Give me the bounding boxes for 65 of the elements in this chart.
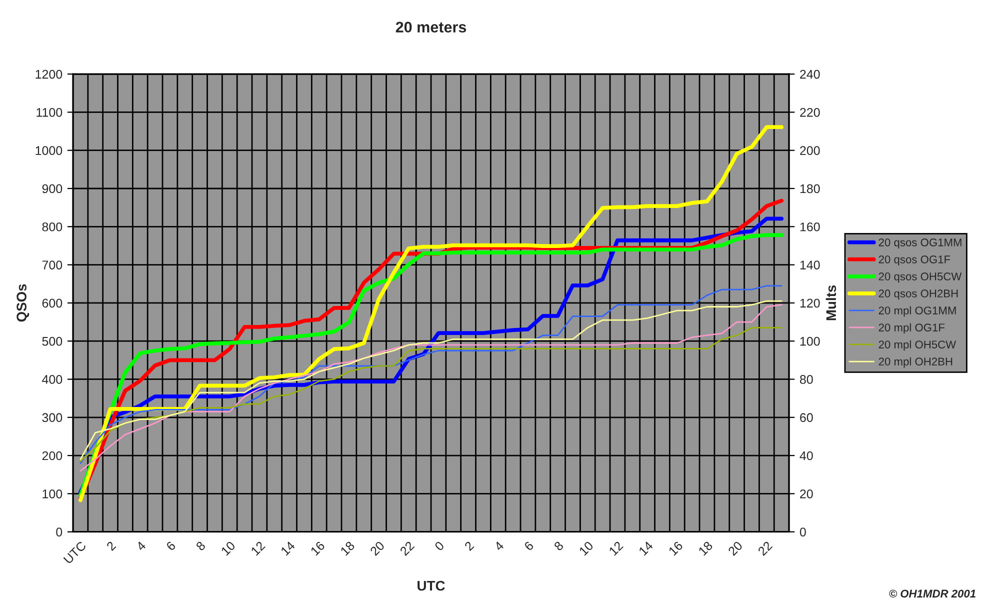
x-tick-label: 18	[340, 540, 356, 556]
legend-label: 20 mpl OG1F	[878, 323, 945, 334]
y-tick-label: 1100	[36, 108, 62, 117]
line-series	[80, 327, 782, 462]
line-series	[78, 125, 784, 502]
x-tick-label: 22	[758, 540, 773, 556]
y2-tick-label: 40	[800, 451, 813, 460]
x-tick-label: 4	[136, 540, 146, 552]
y2-tick-label: 180	[800, 184, 820, 194]
chart-title: 20 meters	[396, 22, 466, 33]
y-tick-label: 600	[42, 298, 62, 308]
x-tick-label: 6	[166, 540, 176, 552]
x-tick-label: 2	[106, 540, 116, 552]
y-tick-label: 400	[42, 375, 62, 384]
y2-tick-label: 100	[800, 336, 820, 346]
x-tick-label: 4	[494, 540, 504, 552]
y2-tick-label: 140	[800, 260, 820, 270]
y2-tick-label: 240	[800, 70, 820, 79]
x-tick-label: 22	[399, 540, 415, 556]
legend-label: 20 mpl OG1MM	[878, 306, 956, 317]
x-tick-label: 2	[464, 540, 474, 552]
x-tick-label: 10	[220, 540, 236, 556]
x-axis-title: UTC	[418, 580, 445, 591]
y-tick-label: 1000	[36, 146, 62, 155]
x-tick-label: 14	[280, 540, 296, 556]
y-tick-label: 100	[42, 489, 62, 498]
y-tick-label: 700	[42, 260, 62, 270]
x-tick-label: 0	[434, 540, 445, 552]
x-tick-label: UTC	[63, 540, 87, 564]
y2-tick-label: 80	[800, 375, 813, 384]
y-tick-label: 300	[42, 413, 62, 422]
y2-tick-label: 160	[800, 222, 820, 232]
y2-tick-label: 220	[800, 108, 820, 117]
y2-tick-label: 0	[800, 528, 806, 536]
x-tick-label: 18	[698, 540, 714, 556]
y-tick-label: 900	[42, 184, 62, 194]
y-tick-label: 0	[56, 528, 62, 536]
x-tick-label: 10	[578, 540, 594, 556]
x-tick-label: 8	[196, 540, 206, 552]
legend-label: 20 mpl OH5CW	[878, 340, 956, 351]
y-tick-label: 800	[42, 222, 62, 232]
x-tick-label: 20	[370, 540, 385, 556]
legend-label: 20 mpl OH2BH	[878, 357, 952, 368]
x-tick-label: 12	[608, 540, 624, 556]
text: © OH1MDR 2001	[889, 590, 976, 598]
x-tick-label: 16	[310, 540, 326, 556]
y2-tick-label: 200	[800, 146, 820, 155]
y-tick-label: 200	[42, 451, 62, 460]
legend-label: 20 qsos OH2BH	[878, 290, 958, 300]
y-tick-label: 500	[42, 336, 62, 346]
y2-axis-title: Mults	[826, 285, 836, 320]
x-tick-label: 6	[524, 540, 534, 552]
y2-tick-label: 20	[800, 489, 813, 498]
x-tick-label: 8	[554, 540, 564, 552]
x-tick-label: 16	[668, 540, 684, 556]
y-axis-title: QSOs	[16, 284, 30, 322]
legend-label: 20 qsos OG1MM	[878, 238, 962, 249]
legend-label: 20 qsos OG1F	[878, 255, 950, 266]
x-tick-label: 14	[638, 540, 654, 556]
x-tick-label: 12	[250, 540, 266, 556]
legend-label: 20 qsos OH5CW	[878, 272, 962, 283]
y-tick-label: 1200	[36, 70, 62, 79]
y2-tick-label: 60	[800, 413, 813, 422]
y2-tick-label: 120	[800, 298, 820, 308]
x-tick-label: 20	[728, 540, 743, 556]
